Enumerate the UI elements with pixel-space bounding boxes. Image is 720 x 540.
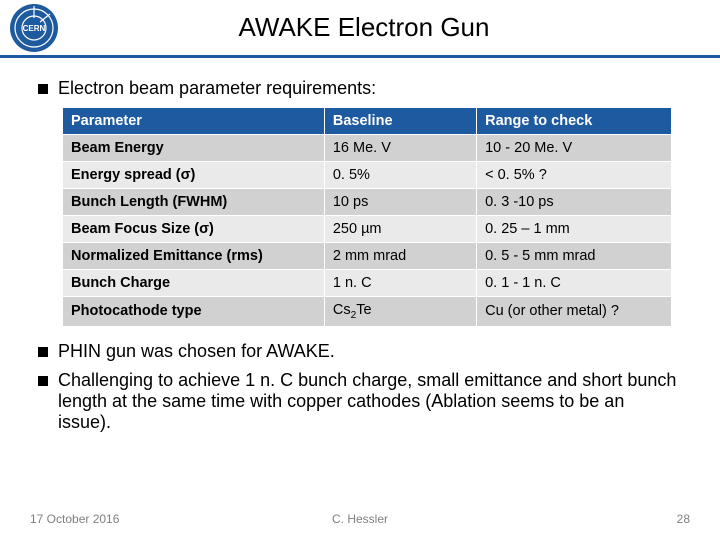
cell-range: < 0. 5% ?	[477, 162, 672, 189]
table-header-row: Parameter Baseline Range to check	[63, 108, 672, 135]
bullet-text: Challenging to achieve 1 n. C bunch char…	[58, 370, 682, 433]
cell-parameter: Energy spread (σ)	[63, 162, 325, 189]
slide-content: Electron beam parameter requirements: Pa…	[0, 58, 720, 433]
footer-author: C. Hessler	[250, 512, 470, 526]
bullet-text: PHIN gun was chosen for AWAKE.	[58, 341, 335, 362]
cell-baseline: 2 mm mrad	[324, 243, 476, 270]
col-baseline: Baseline	[324, 108, 476, 135]
table-row: Photocathode typeCs2TeCu (or other metal…	[63, 297, 672, 327]
cell-range: 10 - 20 Me. V	[477, 135, 672, 162]
cell-range: 0. 1 - 1 n. C	[477, 270, 672, 297]
table-row: Energy spread (σ)0. 5%< 0. 5% ?	[63, 162, 672, 189]
cell-baseline: 250 µm	[324, 216, 476, 243]
col-range: Range to check	[477, 108, 672, 135]
bullet-icon	[38, 376, 48, 386]
body-bullet: Challenging to achieve 1 n. C bunch char…	[38, 370, 682, 433]
cell-baseline: 10 ps	[324, 189, 476, 216]
cern-logo-icon: CERN	[10, 4, 58, 52]
cell-baseline: 0. 5%	[324, 162, 476, 189]
cell-parameter: Beam Focus Size (σ)	[63, 216, 325, 243]
bullet-icon	[38, 347, 48, 357]
svg-text:CERN: CERN	[23, 24, 46, 33]
slide-title: AWAKE Electron Gun	[58, 12, 720, 43]
cern-logo: CERN	[10, 4, 58, 52]
table-row: Bunch Length (FWHM)10 ps0. 3 -10 ps	[63, 189, 672, 216]
col-parameter: Parameter	[63, 108, 325, 135]
cell-baseline: Cs2Te	[324, 297, 476, 327]
cell-parameter: Bunch Charge	[63, 270, 325, 297]
bullet-icon	[38, 84, 48, 94]
cell-parameter: Photocathode type	[63, 297, 325, 327]
cell-baseline: 1 n. C	[324, 270, 476, 297]
parameter-table: Parameter Baseline Range to check Beam E…	[62, 107, 672, 327]
slide-header: CERN AWAKE Electron Gun	[0, 0, 720, 58]
body-bullet: PHIN gun was chosen for AWAKE.	[38, 341, 682, 362]
footer-page: 28	[470, 512, 690, 526]
cell-parameter: Bunch Length (FWHM)	[63, 189, 325, 216]
intro-bullet: Electron beam parameter requirements:	[38, 78, 682, 99]
table-row: Beam Focus Size (σ)250 µm0. 25 – 1 mm	[63, 216, 672, 243]
cell-range: 0. 5 - 5 mm mrad	[477, 243, 672, 270]
cell-range: 0. 25 – 1 mm	[477, 216, 672, 243]
table-row: Bunch Charge1 n. C0. 1 - 1 n. C	[63, 270, 672, 297]
cell-range: 0. 3 -10 ps	[477, 189, 672, 216]
intro-text: Electron beam parameter requirements:	[58, 78, 376, 99]
table-row: Beam Energy16 Me. V10 - 20 Me. V	[63, 135, 672, 162]
footer-date: 17 October 2016	[30, 512, 250, 526]
cell-baseline: 16 Me. V	[324, 135, 476, 162]
cell-parameter: Beam Energy	[63, 135, 325, 162]
cell-parameter: Normalized Emittance (rms)	[63, 243, 325, 270]
slide-footer: 17 October 2016 C. Hessler 28	[0, 512, 720, 526]
table-row: Normalized Emittance (rms)2 mm mrad0. 5 …	[63, 243, 672, 270]
cell-range: Cu (or other metal) ?	[477, 297, 672, 327]
